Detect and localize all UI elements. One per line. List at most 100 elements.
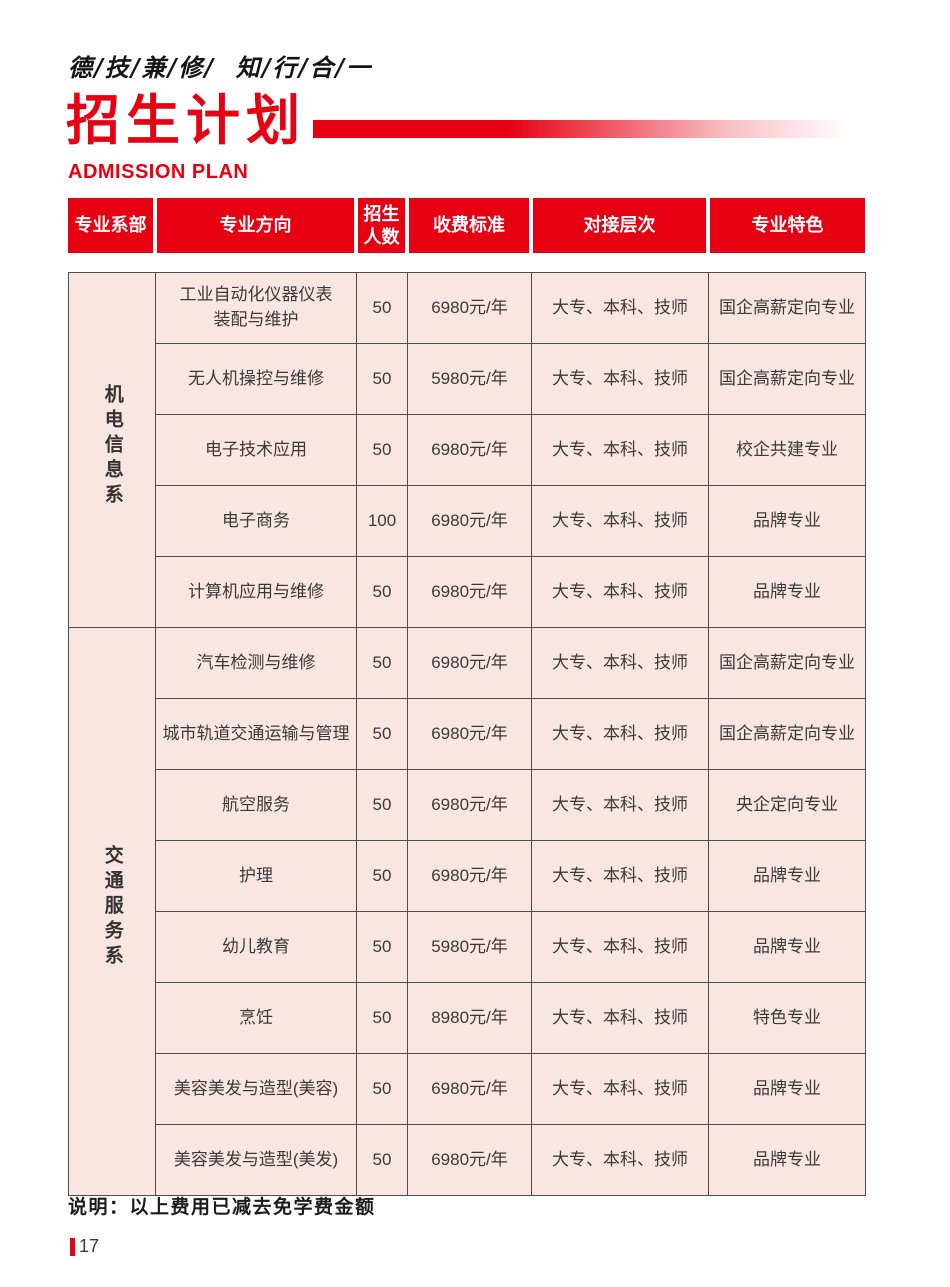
department-label: 交通服务系 (101, 845, 123, 971)
department-cell: 机电信息系 (68, 272, 156, 628)
title-accent-bar (313, 120, 865, 138)
quota-cell: 50 (356, 627, 408, 699)
page-title: 招生计划 (66, 91, 306, 151)
table-row: 电子商务 100 6980元/年 大专、本科、技师 品牌专业 (69, 485, 866, 557)
quota-cell: 50 (356, 414, 408, 486)
fee-cell: 6980元/年 (407, 1124, 532, 1196)
major-cell: 汽车检测与维修 (155, 627, 357, 699)
fee-cell: 8980元/年 (407, 982, 532, 1054)
feature-cell: 校企共建专业 (708, 414, 866, 486)
quota-cell: 100 (356, 485, 408, 557)
quota-cell: 50 (356, 343, 408, 415)
table-row: 美容美发与造型(美容) 50 6980元/年 大专、本科、技师 品牌专业 (69, 1053, 866, 1125)
levels-cell: 大专、本科、技师 (531, 627, 709, 699)
major-cell: 计算机应用与维修 (155, 556, 357, 628)
quota-cell: 50 (356, 911, 408, 983)
page-subtitle: ADMISSION PLAN (68, 161, 249, 183)
table-row: 交通服务系 汽车检测与维修 50 6980元/年 大专、本科、技师 国企高薪定向专业 (68, 627, 866, 1196)
page-number: 17 (70, 1236, 99, 1257)
fee-cell: 6980元/年 (407, 556, 532, 628)
levels-cell: 大专、本科、技师 (531, 911, 709, 983)
levels-cell: 大专、本科、技师 (531, 556, 709, 628)
fee-cell: 6980元/年 (407, 1053, 532, 1125)
levels-cell: 大专、本科、技师 (531, 840, 709, 912)
levels-cell: 大专、本科、技师 (531, 982, 709, 1054)
fee-cell: 5980元/年 (407, 911, 532, 983)
page-number-value: 17 (79, 1236, 100, 1256)
feature-cell: 品牌专业 (708, 840, 866, 912)
fee-cell: 6980元/年 (407, 485, 532, 557)
feature-cell: 国企高薪定向专业 (708, 698, 866, 770)
fee-cell: 6980元/年 (407, 272, 532, 344)
header-cell-quota: 招生人数 (358, 198, 405, 253)
levels-cell: 大专、本科、技师 (531, 698, 709, 770)
major-cell: 无人机操控与维修 (155, 343, 357, 415)
fee-cell: 6980元/年 (407, 414, 532, 486)
feature-cell: 国企高薪定向专业 (708, 343, 866, 415)
feature-cell: 品牌专业 (708, 485, 866, 557)
school-motto: 德/技/兼/修/ 知/行/合/一 (68, 53, 373, 82)
table-row: 护理 50 6980元/年 大专、本科、技师 品牌专业 (69, 840, 866, 912)
fee-cell: 6980元/年 (407, 840, 532, 912)
major-cell: 电子技术应用 (155, 414, 357, 486)
header-cell-feature: 专业特色 (710, 198, 865, 253)
quota-cell: 50 (356, 769, 408, 841)
department-cell: 交通服务系 (68, 627, 156, 1196)
feature-cell: 央企定向专业 (708, 769, 866, 841)
fee-cell: 5980元/年 (407, 343, 532, 415)
major-cell: 烹饪 (155, 982, 357, 1054)
major-cell: 美容美发与造型(美容) (155, 1053, 357, 1125)
major-cell: 美容美发与造型(美发) (155, 1124, 357, 1196)
admission-table: 机电信息系 工业自动化仪器仪表 装配与维护 50 6980元/年 大专、本科、技师 国企高… (68, 272, 866, 1196)
feature-cell: 品牌专业 (708, 556, 866, 628)
levels-cell: 大专、本科、技师 (531, 1053, 709, 1125)
table-row: 烹饪 50 8980元/年 大专、本科、技师 特色专业 (69, 982, 866, 1054)
feature-cell: 特色专业 (708, 982, 866, 1054)
fee-cell: 6980元/年 (407, 627, 532, 699)
feature-cell: 国企高薪定向专业 (708, 272, 866, 344)
table-row: 城市轨道交通运输与管理 50 6980元/年 大专、本科、技师 国企高薪定向专业 (69, 698, 866, 770)
quota-cell: 50 (356, 840, 408, 912)
quota-cell: 50 (356, 556, 408, 628)
table-row: 电子技术应用 50 6980元/年 大专、本科、技师 校企共建专业 (69, 414, 866, 486)
levels-cell: 大专、本科、技师 (531, 343, 709, 415)
header-cell-levels: 对接层次 (533, 198, 706, 253)
table-row: 无人机操控与维修 50 5980元/年 大专、本科、技师 国企高薪定向专业 (69, 343, 866, 415)
quota-cell: 50 (356, 698, 408, 770)
header-cell-major: 专业方向 (157, 198, 354, 253)
levels-cell: 大专、本科、技师 (531, 485, 709, 557)
fee-cell: 6980元/年 (407, 769, 532, 841)
major-cell: 幼儿教育 (155, 911, 357, 983)
header-cell-fee: 收费标准 (409, 198, 529, 253)
levels-cell: 大专、本科、技师 (531, 1124, 709, 1196)
major-cell: 航空服务 (155, 769, 357, 841)
table-row: 计算机应用与维修 50 6980元/年 大专、本科、技师 品牌专业 (69, 556, 866, 628)
quota-cell: 50 (356, 272, 408, 344)
department-label: 机电信息系 (101, 383, 123, 509)
major-cell: 电子商务 (155, 485, 357, 557)
feature-cell: 国企高薪定向专业 (708, 627, 866, 699)
fee-cell: 6980元/年 (407, 698, 532, 770)
header-cell-department: 专业系部 (68, 198, 153, 253)
quota-cell: 50 (356, 1124, 408, 1196)
table-row: 幼儿教育 50 5980元/年 大专、本科、技师 品牌专业 (69, 911, 866, 983)
quota-cell: 50 (356, 1053, 408, 1125)
levels-cell: 大专、本科、技师 (531, 769, 709, 841)
feature-cell: 品牌专业 (708, 1124, 866, 1196)
table-row: 机电信息系 工业自动化仪器仪表 装配与维护 50 6980元/年 大专、本科、技师 国企高… (68, 272, 866, 628)
levels-cell: 大专、本科、技师 (531, 272, 709, 344)
table-row: 美容美发与造型(美发) 50 6980元/年 大专、本科、技师 品牌专业 (69, 1124, 866, 1196)
levels-cell: 大专、本科、技师 (531, 414, 709, 486)
quota-cell: 50 (356, 982, 408, 1054)
table-row: 航空服务 50 6980元/年 大专、本科、技师 央企定向专业 (69, 769, 866, 841)
admission-table-body: 机电信息系 工业自动化仪器仪表 装配与维护 50 6980元/年 大专、本科、技师 国企高… (68, 272, 866, 1196)
page-number-marker (70, 1237, 75, 1256)
feature-cell: 品牌专业 (708, 911, 866, 983)
major-cell: 工业自动化仪器仪表 装配与维护 (155, 272, 357, 344)
fee-note: 说明：以上费用已减去免学费金额 (68, 1197, 376, 1218)
admission-table-header: 专业系部 专业方向 招生人数 收费标准 对接层次 专业特色 (68, 198, 865, 253)
major-cell: 城市轨道交通运输与管理 (155, 698, 357, 770)
major-cell: 护理 (155, 840, 357, 912)
feature-cell: 品牌专业 (708, 1053, 866, 1125)
